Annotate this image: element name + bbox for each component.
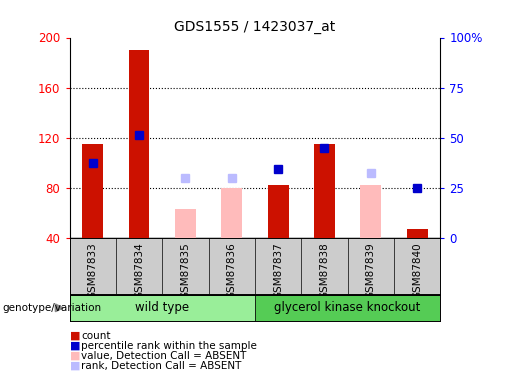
Text: value, Detection Call = ABSENT: value, Detection Call = ABSENT — [81, 351, 247, 361]
Text: rank, Detection Call = ABSENT: rank, Detection Call = ABSENT — [81, 361, 242, 371]
Bar — [255, 295, 440, 321]
Bar — [407, 230, 427, 238]
Bar — [268, 186, 288, 238]
Text: GSM87838: GSM87838 — [319, 243, 330, 299]
Text: GSM87834: GSM87834 — [134, 243, 144, 299]
Text: GSM87840: GSM87840 — [412, 243, 422, 299]
Text: count: count — [81, 331, 111, 340]
Text: GSM87837: GSM87837 — [273, 243, 283, 299]
Text: glycerol kinase knockout: glycerol kinase knockout — [274, 302, 421, 314]
Text: genotype/variation: genotype/variation — [3, 303, 101, 313]
Text: percentile rank within the sample: percentile rank within the sample — [81, 341, 258, 351]
Bar — [175, 209, 196, 238]
Bar — [70, 295, 255, 321]
Bar — [82, 144, 103, 238]
Text: ■: ■ — [70, 341, 80, 351]
Text: GSM87836: GSM87836 — [227, 243, 237, 299]
Bar — [314, 144, 335, 238]
Text: GSM87833: GSM87833 — [88, 243, 98, 299]
Title: GDS1555 / 1423037_at: GDS1555 / 1423037_at — [174, 20, 336, 34]
Text: wild type: wild type — [135, 302, 190, 314]
Text: ■: ■ — [70, 351, 80, 361]
Bar — [221, 188, 242, 238]
Text: ■: ■ — [70, 331, 80, 340]
Text: GSM87839: GSM87839 — [366, 243, 376, 299]
Bar — [129, 50, 149, 238]
Text: ■: ■ — [70, 361, 80, 371]
Text: GSM87835: GSM87835 — [180, 243, 191, 299]
Bar — [360, 186, 381, 238]
